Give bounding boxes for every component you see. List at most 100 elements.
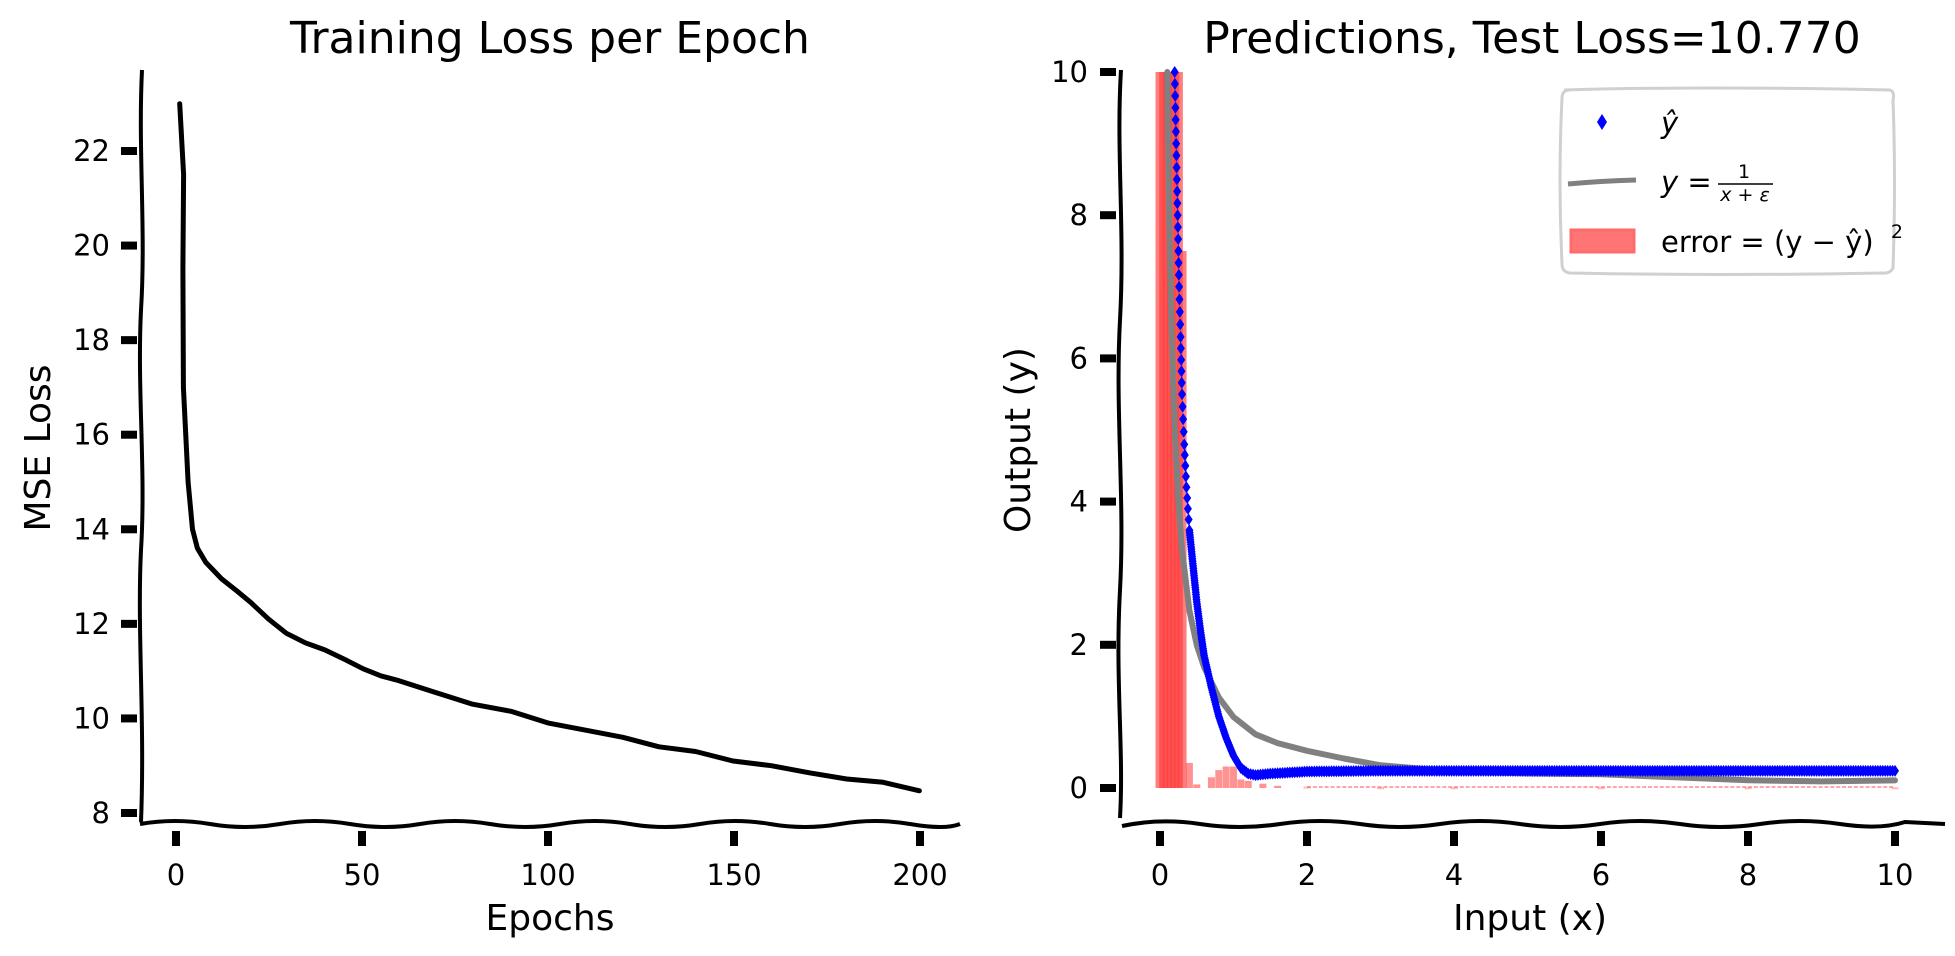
right-chart-title: Predictions, Test Loss=10.770 bbox=[1203, 13, 1860, 64]
right-y-ticks: 0 2 4 6 8 10 bbox=[1051, 55, 1116, 805]
right-y-tick-mark bbox=[1100, 211, 1116, 220]
error-bar bbox=[1783, 786, 1788, 788]
legend: ŷ y = 1 x + ε error = (y − ŷ) 2 bbox=[1558, 86, 1903, 276]
right-x-tick-mark bbox=[1450, 831, 1458, 846]
error-bar bbox=[1324, 786, 1329, 788]
error-bar bbox=[1812, 786, 1817, 788]
left-x-tick-label: 50 bbox=[344, 858, 381, 892]
prediction-marker bbox=[1180, 438, 1189, 451]
error-bar bbox=[1601, 786, 1605, 788]
error-bar bbox=[1859, 786, 1864, 788]
left-y-tick-label: 18 bbox=[73, 323, 110, 357]
error-bar bbox=[1430, 786, 1435, 788]
prediction-marker bbox=[1177, 376, 1186, 389]
error-bar bbox=[1483, 786, 1488, 788]
right-x-tick-label: 2 bbox=[1298, 858, 1316, 892]
error-bar bbox=[1724, 786, 1729, 788]
error-bar bbox=[1671, 786, 1676, 788]
error-bar bbox=[1471, 786, 1476, 788]
left-chart-title: Training Loss per Epoch bbox=[289, 13, 810, 64]
prediction-marker bbox=[1178, 388, 1187, 401]
error-bar bbox=[1244, 780, 1252, 788]
error-bar bbox=[1222, 766, 1230, 788]
error-bar bbox=[1583, 786, 1588, 788]
error-bar bbox=[1606, 786, 1611, 788]
left-y-tick-label: 22 bbox=[73, 134, 110, 168]
left-x-axis-spine bbox=[139, 819, 961, 829]
error-bar bbox=[1318, 786, 1323, 788]
left-x-tick-mark bbox=[730, 831, 738, 846]
prediction-marker bbox=[1171, 89, 1180, 102]
legend-error-exponent: 2 bbox=[1891, 221, 1903, 243]
error-bar bbox=[1389, 786, 1394, 788]
right-x-axis-label: Input (x) bbox=[1453, 898, 1607, 939]
right-x-tick-mark bbox=[1891, 831, 1899, 846]
error-bar bbox=[1753, 786, 1758, 788]
right-x-tick-label: 10 bbox=[1877, 858, 1914, 892]
left-y-tick-mark bbox=[121, 336, 137, 345]
legend-truth-line-icon bbox=[1567, 177, 1637, 187]
error-bar bbox=[1465, 786, 1470, 788]
prediction-marker bbox=[1184, 513, 1193, 526]
left-x-axis-label: Epochs bbox=[486, 898, 615, 939]
error-bar bbox=[1742, 786, 1747, 788]
error-bar bbox=[1336, 786, 1341, 788]
error-bar bbox=[1512, 786, 1517, 788]
error-bar bbox=[1442, 786, 1447, 788]
error-bar bbox=[1630, 786, 1635, 788]
prediction-marker bbox=[1179, 425, 1188, 438]
error-bar bbox=[1530, 786, 1535, 788]
error-bar bbox=[1230, 766, 1237, 788]
prediction-marker bbox=[1173, 197, 1182, 210]
error-bar bbox=[1712, 786, 1717, 788]
legend-frame bbox=[1558, 86, 1896, 276]
legend-truth-lhs: y = bbox=[1660, 165, 1712, 199]
error-bar bbox=[1237, 779, 1245, 788]
error-bar bbox=[1695, 786, 1700, 788]
prediction-marker bbox=[1173, 221, 1182, 234]
error-bar bbox=[1748, 786, 1752, 788]
left-x-tick-label: 0 bbox=[167, 858, 185, 892]
error-bar bbox=[1395, 786, 1400, 788]
left-y-tick-mark bbox=[121, 241, 137, 250]
error-bar bbox=[1777, 786, 1782, 788]
error-bar bbox=[1303, 786, 1311, 789]
right-y-tick-mark bbox=[1100, 354, 1116, 363]
left-x-tick-label: 200 bbox=[892, 858, 947, 892]
error-bar bbox=[1418, 786, 1423, 788]
error-bar bbox=[1612, 786, 1617, 788]
right-y-tick-label: 4 bbox=[1070, 485, 1088, 519]
error-bar bbox=[1824, 786, 1829, 788]
left-x-tick-mark bbox=[172, 831, 180, 846]
error-bar bbox=[1648, 786, 1653, 788]
error-bar bbox=[1865, 786, 1870, 788]
prediction-marker bbox=[1182, 481, 1191, 494]
error-bar bbox=[1636, 786, 1641, 788]
error-bar bbox=[1459, 786, 1464, 788]
left-y-tick-label: 16 bbox=[73, 418, 110, 452]
error-bar bbox=[1424, 786, 1429, 788]
prediction-marker bbox=[1175, 293, 1184, 306]
error-bar bbox=[1495, 786, 1500, 788]
error-bar bbox=[1330, 786, 1335, 788]
left-y-ticks: 8 10 12 14 16 18 20 22 bbox=[73, 134, 137, 830]
error-bar bbox=[1354, 786, 1359, 788]
error-bar bbox=[1795, 786, 1800, 788]
right-y-tick-label: 6 bbox=[1070, 341, 1088, 375]
left-y-tick-label: 10 bbox=[73, 701, 110, 735]
left-panel: Training Loss per Epoch 810121416182022 … bbox=[18, 13, 961, 939]
error-bar bbox=[1348, 786, 1353, 788]
error-bar bbox=[1789, 786, 1794, 788]
error-bar bbox=[1836, 786, 1841, 788]
error-bar bbox=[1642, 786, 1647, 788]
prediction-marker bbox=[1180, 449, 1189, 462]
error-bar bbox=[1847, 786, 1852, 788]
training-loss-line bbox=[177, 101, 922, 794]
error-bar bbox=[1589, 786, 1594, 788]
error-bar bbox=[1342, 786, 1347, 788]
error-bar bbox=[1518, 786, 1523, 788]
prediction-marker bbox=[1176, 330, 1185, 343]
left-y-tick-label: 14 bbox=[73, 512, 110, 546]
legend-yhat-label: ŷ bbox=[1660, 106, 1679, 140]
left-x-tick-label: 100 bbox=[520, 858, 575, 892]
